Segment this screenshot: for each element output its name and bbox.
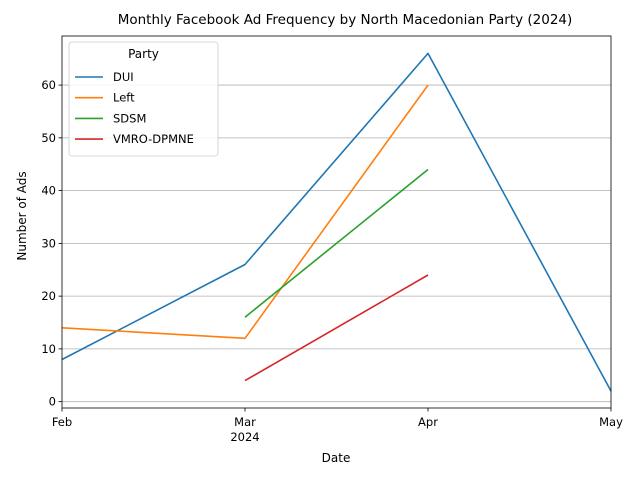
x-tick-label: Apr	[418, 415, 438, 429]
x-axis-label: Date	[322, 451, 351, 465]
x-tick-label: May	[599, 415, 623, 429]
x-tick-sublabel: 2024	[230, 430, 259, 444]
y-tick-label: 20	[41, 289, 56, 303]
legend-box	[68, 41, 219, 157]
legend-label: DUI	[113, 70, 134, 84]
legend-title: Party	[128, 47, 159, 61]
y-tick-label: 60	[41, 78, 56, 92]
y-tick-label: 40	[41, 184, 56, 198]
legend: Party DUI Left SDSM VMRO-DPMNE	[68, 41, 219, 157]
chart-title: Monthly Facebook Ad Frequency by North M…	[118, 12, 573, 28]
x-tick-label: Mar	[234, 415, 256, 429]
series-line-dui	[61, 52, 612, 392]
y-axis: 0 10 20 30 40 50 60	[41, 78, 62, 409]
y-axis-label: Number of Ads	[15, 171, 29, 260]
plot-frame	[61, 35, 612, 409]
legend-label: Left	[113, 91, 135, 105]
x-tick-label: Feb	[52, 415, 72, 429]
y-tick-label: 10	[41, 342, 56, 356]
y-tick-label: 50	[41, 131, 56, 145]
series-line-left	[61, 84, 429, 340]
series-line-vmro-dpmne	[244, 274, 429, 382]
y-tick-label: 30	[41, 236, 56, 250]
plot-lines	[61, 52, 612, 392]
legend-label: SDSM	[113, 111, 146, 125]
series-line-sdsm	[244, 168, 429, 318]
legend-label: VMRO-DPMNE	[113, 132, 194, 146]
y-tick-label: 0	[49, 395, 56, 409]
